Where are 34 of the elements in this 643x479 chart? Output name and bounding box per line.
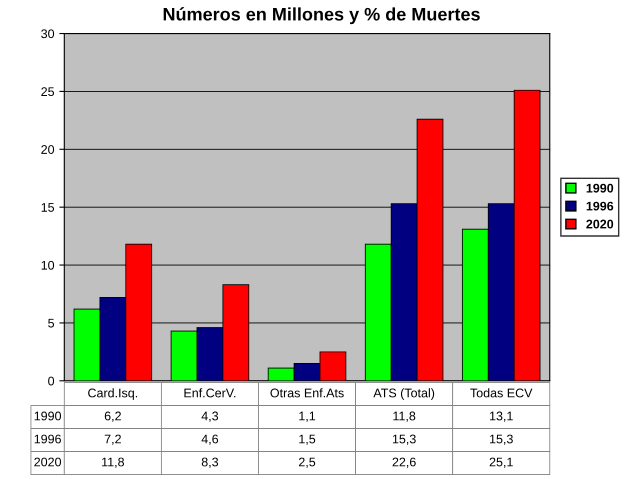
data-label: 13,1: [490, 412, 513, 422]
data-label: 2,5: [298, 458, 316, 468]
x-tick-label: Todas ECV: [470, 388, 532, 398]
legend-label: 2020: [586, 220, 614, 229]
data-label: 1,5: [299, 434, 316, 445]
legend-label: 1990: [586, 184, 614, 193]
y-tick-label: 10: [42, 260, 54, 270]
x-tick-label: Card.Isq.: [88, 388, 138, 400]
text: 1996: [34, 434, 61, 444]
data-label: 6,2: [104, 412, 121, 422]
y-tick-label: 30: [41, 29, 54, 38]
data-label: 7,2: [104, 434, 121, 445]
data-label: 15,3: [490, 434, 513, 445]
data-label: 22,6: [392, 458, 416, 468]
y-tick-label: 25: [41, 87, 54, 96]
x-tick-label: Enf.CerV.: [184, 388, 236, 398]
y-tick-label: 15: [42, 203, 54, 212]
data-label: 4,3: [202, 412, 218, 422]
data-label: 4,6: [202, 434, 218, 445]
text: 2020: [34, 458, 62, 466]
legend-label: 1996: [586, 202, 614, 211]
y-tick-label: 20: [41, 145, 54, 154]
data-label: 11,8: [393, 412, 416, 422]
x-tick-label: Otras Enf.Ats: [270, 388, 344, 398]
y-tick-label: 5: [48, 318, 54, 328]
chart-title: Números en Millones y % de Muertes: [164, 7, 480, 24]
data-label: 25,1: [490, 458, 513, 468]
x-tick-label: ATS (Total): [373, 388, 434, 400]
data-label: 11,8: [102, 458, 124, 468]
data-label: 15,3: [392, 434, 416, 445]
data-label: 1,1: [299, 412, 316, 422]
text: 1990: [34, 412, 62, 420]
y-tick-label: 0: [48, 376, 54, 386]
data-label: 8,3: [202, 458, 218, 468]
